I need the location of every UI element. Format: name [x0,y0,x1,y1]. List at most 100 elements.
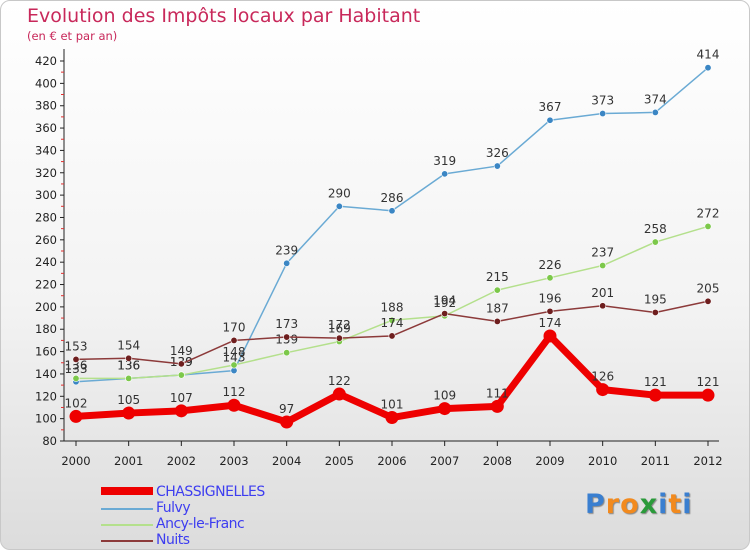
logo-letter: r [605,489,621,520]
data-label: 326 [486,146,509,160]
data-label: 136 [117,358,140,372]
data-label: 187 [486,301,509,315]
y-tick-label: 100 [35,412,57,426]
data-label: 319 [433,154,456,168]
data-label: 111 [486,386,509,400]
data-label: 105 [117,393,140,407]
data-label: 367 [539,100,562,114]
data-point [72,355,80,363]
data-label: 153 [65,339,88,353]
data-label: 373 [591,94,614,108]
data-label: 133 [65,362,88,376]
data-label: 101 [381,398,404,412]
data-label: 109 [433,389,456,403]
y-tick-label: 360 [35,121,57,135]
data-point [648,388,662,402]
legend-swatch [101,540,153,542]
series-nuits: 153 154 149 170 173 172 174 194 187 196 201 195 205 [65,281,720,368]
y-tick-label: 160 [35,345,57,359]
data-point [388,332,396,340]
data-point [227,398,241,412]
data-point [283,259,291,267]
data-point [388,207,396,215]
data-point [651,308,659,316]
data-point [596,383,610,397]
data-label: 205 [697,281,720,295]
data-point [493,317,501,325]
x-tick-label: 2007 [430,454,459,468]
y-tick-label: 240 [35,255,57,269]
y-tick-label: 300 [35,188,57,202]
proxiti-logo: Proxiti [585,489,693,520]
data-point [230,336,238,344]
data-point [72,374,80,382]
data-label: 122 [328,374,351,388]
x-tick-label: 2000 [61,454,90,468]
data-point [283,349,291,357]
data-point [122,406,136,420]
y-tick-label: 280 [35,210,57,224]
data-point [651,238,659,246]
data-point [701,388,715,402]
legend-label: Ancy-le-Franc [156,516,245,532]
x-tick-label: 2001 [114,454,143,468]
data-point [177,371,185,379]
data-label: 107 [170,391,193,405]
data-label: 188 [381,300,404,314]
data-point [493,286,501,294]
data-point [283,333,291,341]
data-point [546,274,554,282]
data-point [599,302,607,310]
logo-letter: x [639,489,659,520]
data-label: 239 [275,243,298,257]
y-tick-label: 220 [35,278,57,292]
y-tick-label: 400 [35,76,57,90]
logo-letter: t [668,489,683,520]
y-tick-label: 180 [35,322,57,336]
x-tick-label: 2003 [219,454,248,468]
data-label: 174 [539,316,562,330]
data-point [546,116,554,124]
data-label: 97 [279,402,294,416]
data-label: 195 [644,292,667,306]
data-point [177,360,185,368]
data-label: 201 [591,286,614,300]
data-point [543,329,557,343]
data-point [441,310,449,318]
data-label: 136 [117,358,140,372]
data-label: 126 [591,370,614,384]
legend-swatch [101,487,153,495]
x-tick-label: 2005 [325,454,354,468]
y-tick-label: 200 [35,300,57,314]
y-tick-label: 260 [35,233,57,247]
data-label: 174 [381,316,404,330]
logo-letter: o [620,489,640,520]
x-tick-label: 2010 [588,454,617,468]
x-tick-label: 2012 [693,454,722,468]
data-label: 169 [328,322,351,336]
data-point [599,262,607,270]
data-label: 290 [328,186,351,200]
data-point [230,361,238,369]
logo-letter: i [682,489,693,520]
data-label: 414 [697,48,720,62]
data-point [493,162,501,170]
data-label: 194 [433,294,456,308]
legend-swatch [101,524,153,526]
y-tick-label: 380 [35,99,57,113]
y-tick-label: 340 [35,143,57,157]
y-tick-label: 420 [35,54,57,68]
data-label: 374 [644,92,667,106]
y-tick-label: 320 [35,166,57,180]
data-label: 286 [381,191,404,205]
y-tick-label: 80 [42,434,57,448]
data-point [280,415,294,429]
data-point [651,108,659,116]
data-label: 102 [65,396,88,410]
logo-letter: i [658,489,669,520]
x-tick-label: 2004 [272,454,301,468]
data-point [704,222,712,230]
series-ancy-le-franc: 136136139148159169188192215226237258272 [65,206,719,382]
